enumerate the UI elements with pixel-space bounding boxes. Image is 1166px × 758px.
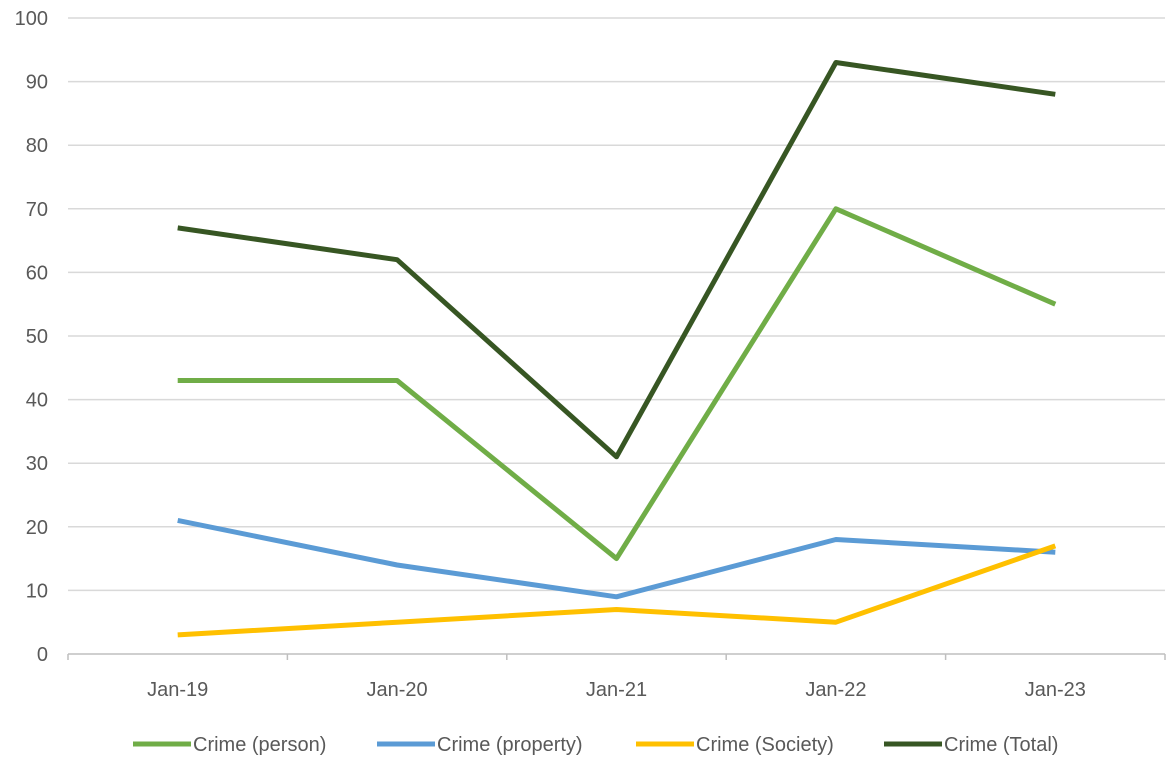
legend-item-crime-person[interactable]: Crime (person) xyxy=(133,734,326,756)
y-tick-label: 100 xyxy=(15,8,48,30)
legend-label: Crime (Total) xyxy=(944,734,1058,756)
series-line-crime-society xyxy=(177,543,1057,638)
y-tick-label: 10 xyxy=(26,580,48,602)
legend-item-crime-property[interactable]: Crime (property) xyxy=(377,734,583,756)
y-tick-label: 50 xyxy=(26,326,48,348)
y-axis-tick-labels: 0 10 20 30 40 50 60 70 80 90 100 xyxy=(15,8,48,666)
y-tick-label: 0 xyxy=(37,644,48,666)
legend-label: Crime (person) xyxy=(193,734,326,756)
x-tick-label: Jan-19 xyxy=(147,679,208,701)
x-tick-label: Jan-21 xyxy=(586,679,647,701)
series-line-crime-person xyxy=(177,206,1057,562)
legend: Crime (person) Crime (property) Crime (Soc… xyxy=(133,734,1058,756)
y-tick-label: 60 xyxy=(26,262,48,284)
x-tick-label: Jan-20 xyxy=(367,679,428,701)
y-tick-label: 80 xyxy=(26,135,48,157)
legend-label: Crime (property) xyxy=(437,734,583,756)
x-tick-label: Jan-22 xyxy=(805,679,866,701)
x-axis-tick-labels: Jan-19 Jan-20 Jan-21 Jan-22 Jan-23 xyxy=(147,679,1086,701)
series-line-crime-property xyxy=(177,517,1056,600)
x-axis xyxy=(67,653,1166,660)
legend-label: Crime (Society) xyxy=(696,734,834,756)
y-tick-label: 30 xyxy=(26,453,48,475)
gridlines xyxy=(68,17,1165,592)
series-lines xyxy=(177,60,1057,638)
legend-item-crime-society[interactable]: Crime (Society) xyxy=(636,734,834,756)
y-tick-label: 70 xyxy=(26,199,48,221)
y-tick-label: 90 xyxy=(26,72,48,94)
y-tick-label: 40 xyxy=(26,390,48,412)
legend-item-crime-total[interactable]: Crime (Total) xyxy=(884,734,1058,756)
y-tick-label: 20 xyxy=(26,517,48,539)
x-tick-label: Jan-23 xyxy=(1025,679,1086,701)
series-line-crime-total xyxy=(177,60,1056,460)
